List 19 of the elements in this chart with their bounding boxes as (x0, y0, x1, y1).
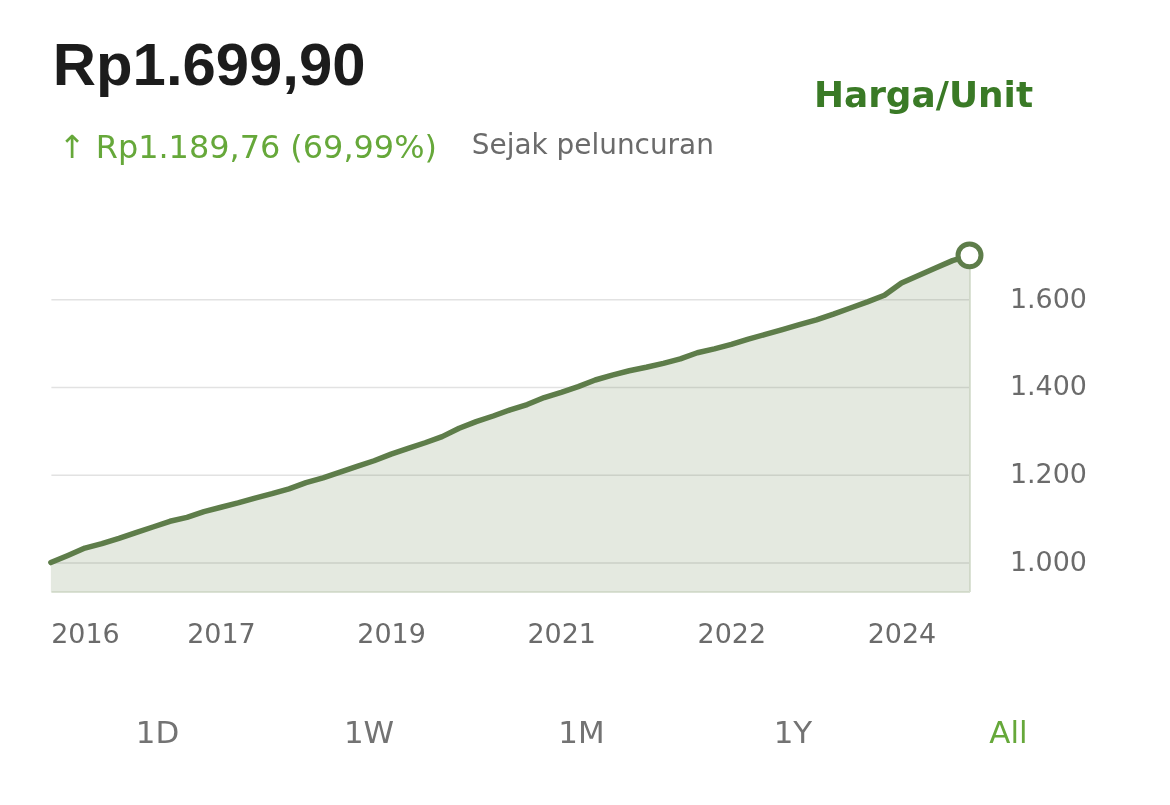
x-tick-label: 2017 (187, 617, 256, 649)
text: 1D (135, 714, 180, 751)
y-tick-label: 1.000 (1009, 546, 1087, 578)
chart-subtitle: ↑ Rp1.189,76 (69,99%) (58, 127, 437, 166)
x-tick-label: 2016 (51, 617, 120, 649)
y-tick-label: 1.600 (1009, 282, 1087, 314)
y-tick-label: 1.200 (1009, 458, 1087, 490)
text: Sejak peluncuran (471, 127, 714, 161)
text: All (989, 714, 1028, 751)
text: 1Y (773, 714, 813, 751)
text: 1W (343, 714, 395, 751)
x-tick-label: 2019 (357, 617, 426, 649)
text: 1M (558, 714, 605, 751)
text: Harga/Unit (813, 73, 1034, 115)
chart-title: Rp1.699,90 (52, 30, 366, 98)
y-tick-label: 1.400 (1009, 370, 1087, 402)
x-tick-label: 2024 (867, 617, 937, 649)
x-tick-label: 2021 (527, 617, 596, 649)
x-tick-label: 2022 (697, 617, 767, 649)
